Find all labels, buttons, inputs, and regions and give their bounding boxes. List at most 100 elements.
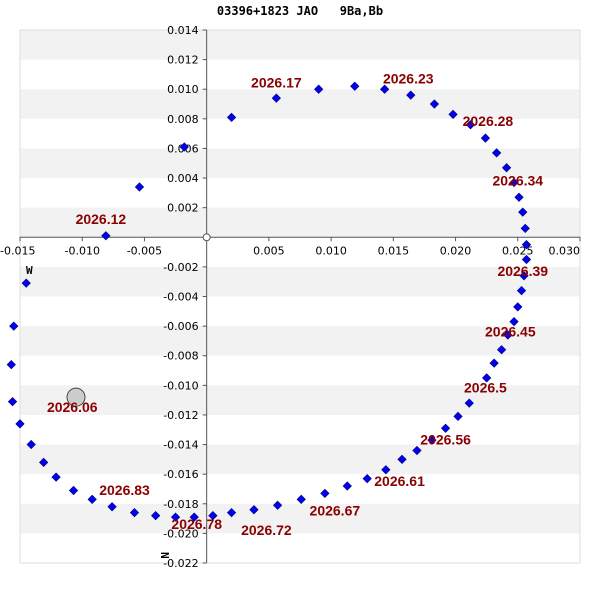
y-tick-label: -0.004: [163, 291, 198, 304]
orbit-point: [518, 207, 528, 217]
y-tick-label: -0.020: [163, 527, 198, 540]
orbit-point: [87, 494, 97, 504]
x-tick-label: 0.030: [549, 244, 581, 257]
orbit-point: [501, 163, 512, 173]
chart-title: 03396+1823 JAO 9Ba,Bb: [216, 4, 384, 18]
orbit-point: [26, 439, 36, 450]
orbit-point: [509, 317, 519, 327]
orbit-point: [296, 494, 306, 504]
orbit-point: [448, 109, 458, 120]
epoch-label: 2026.34: [492, 172, 543, 188]
epoch-label: 2026.56: [420, 432, 471, 448]
grid-band: [20, 148, 580, 179]
orbit-point: [226, 112, 237, 122]
epoch-labels: 2026.06 2026.12 2026.17 2026.23 2026.28 2026.…: [47, 70, 548, 538]
epoch-label: 2026.23: [383, 70, 434, 86]
orbit-point: [480, 133, 491, 143]
epoch-label: 2026.28: [463, 113, 514, 129]
orbit-point: [271, 93, 281, 103]
y-tick-label: -0.008: [163, 350, 198, 363]
y-tick-label: -0.006: [163, 320, 198, 333]
epoch-label: 2026.72: [241, 522, 292, 538]
orbit-point: [7, 396, 18, 407]
epoch-label: 2026.39: [497, 263, 548, 279]
background-bands: [20, 30, 580, 534]
epoch-label: 2026.78: [171, 516, 222, 532]
epoch-label: 2026.06: [47, 399, 98, 415]
y-tick-label: -0.014: [163, 439, 198, 452]
orbit-point: [412, 445, 422, 456]
orbit-point: [521, 240, 532, 250]
grid-band: [20, 326, 580, 356]
x-tick-label: 0.015: [378, 244, 410, 257]
orbit-point: [134, 182, 145, 192]
y-tick-label: -0.012: [163, 409, 198, 422]
epoch-label: 2026.12: [76, 211, 127, 227]
orbit-point: [429, 99, 440, 109]
west-direction-label: W: [26, 264, 33, 277]
x-tick-label: 0.005: [253, 244, 285, 257]
x-tick-label: -0.010: [64, 244, 99, 257]
orbit-point: [15, 419, 25, 429]
orbit-point: [496, 345, 507, 355]
x-tick-label: 0.010: [315, 244, 347, 257]
orbit-point: [51, 472, 61, 482]
orbit-point: [379, 84, 390, 94]
x-tick-label: -0.015: [0, 244, 35, 257]
orbit-point: [381, 465, 391, 475]
y-tick-label: -0.018: [163, 498, 198, 511]
epoch-label: 2026.61: [374, 473, 425, 489]
tick-labels: -0.015 -0.010 -0.005 0.005 0.010 0.015 0.020 0.…: [0, 24, 581, 570]
orbit-point: [514, 192, 524, 202]
grid-band: [20, 385, 580, 415]
orbit-point: [519, 271, 529, 281]
orbit-point: [179, 142, 189, 152]
orbit-point: [503, 330, 513, 340]
orbit-point: [520, 223, 530, 234]
grid-band: [20, 503, 580, 534]
x-tick-label: -0.005: [127, 244, 162, 257]
orbit-point: [101, 231, 111, 241]
orbit-point: [513, 302, 523, 312]
y-tick-label: -0.016: [163, 468, 198, 481]
orbit-point: [129, 508, 140, 518]
orbit-points: [6, 81, 532, 522]
grid-band: [20, 89, 580, 119]
y-tick-label: 0.014: [167, 24, 199, 37]
epoch-label: 2026.67: [310, 503, 361, 519]
epoch-label: 2026.5: [464, 380, 507, 396]
grid-band: [20, 207, 580, 238]
grid-band: [20, 444, 580, 475]
orbit-point: [68, 485, 79, 496]
orbit-point: [440, 423, 451, 433]
orbit-point: [397, 454, 407, 464]
y-tick-label: 0.004: [167, 172, 199, 185]
y-tick-label: 0.008: [167, 113, 199, 126]
orbit-point: [482, 373, 492, 383]
orbit-point: [151, 510, 161, 521]
orbit-point: [342, 481, 352, 491]
companion-current-position: [66, 387, 86, 407]
orbit-point: [272, 500, 283, 510]
orbit-point: [362, 473, 372, 484]
y-tick-label: 0.010: [167, 83, 199, 96]
orbit-point: [489, 358, 499, 368]
orbit-point: [491, 148, 502, 158]
plot-frame: [19, 29, 581, 564]
epoch-label: 2026.83: [99, 482, 150, 498]
orbit-point: [521, 254, 532, 265]
orbit-point: [107, 502, 117, 512]
primary-star-marker: [202, 233, 211, 242]
epoch-label: 2026.45: [485, 323, 536, 339]
orbit-point: [406, 90, 416, 100]
grid-band: [20, 30, 580, 60]
y-tick-label: 0.012: [167, 54, 199, 67]
orbit-point: [350, 81, 360, 91]
y-tick-label: -0.010: [163, 379, 198, 392]
orbit-point: [39, 457, 49, 467]
x-tick-label: 0.020: [440, 244, 472, 257]
orbit-point: [226, 508, 237, 518]
orbit-point: [189, 512, 199, 522]
grid-band: [20, 266, 580, 297]
